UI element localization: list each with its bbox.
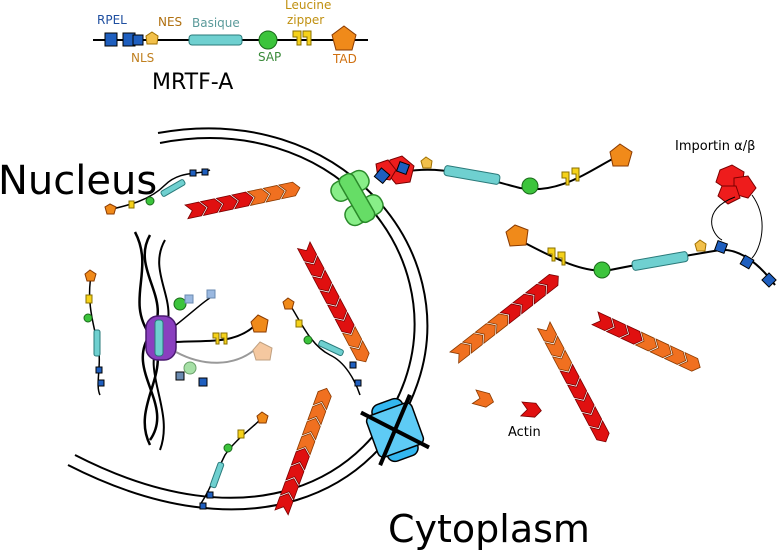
rpel-icon — [713, 239, 729, 255]
legend-basic-label: Basique — [192, 16, 240, 30]
legend-sap-circle — [258, 30, 278, 50]
rpel-icon — [761, 272, 777, 288]
sap-icon — [521, 177, 539, 195]
legend-rpel-box-3 — [132, 34, 144, 46]
mrtf-nuclear-3 — [282, 297, 362, 396]
legend-title: MRTF-A — [152, 70, 233, 95]
legend-basic-bar — [188, 34, 243, 46]
legend-nes-label: NES — [158, 15, 182, 29]
actin-label: Actin — [508, 425, 541, 440]
basic-domain-icon — [631, 251, 689, 271]
mrtf-importin-complex-at-pore — [373, 143, 633, 195]
mrtf-a-legend: RPEL NLS NES Basique SAP Leucine zipper … — [93, 0, 368, 95]
actin-filament — [449, 270, 564, 364]
cytoplasm-label: Cytoplasm — [388, 507, 590, 551]
nucleus-label: Nucleus — [0, 158, 157, 204]
legend-nes-pentagon — [145, 31, 159, 45]
legend-rpel-label: RPEL — [97, 13, 127, 27]
mrtf-nuclear-1 — [104, 168, 211, 215]
nuclear-pore-open — [330, 169, 384, 227]
legend-nls-label: NLS — [131, 51, 154, 65]
leucine-zipper-icon — [561, 167, 580, 186]
actin-filament — [184, 180, 302, 220]
legend-tad-pentagon — [331, 25, 357, 51]
rpel-icon — [739, 254, 755, 270]
actin-filament — [591, 311, 704, 375]
legend-leucine-zipper — [292, 30, 312, 46]
tad-icon — [609, 143, 633, 167]
rpel-icon — [373, 167, 391, 185]
nuclear-pore-blocked — [360, 394, 430, 466]
sap-icon — [593, 261, 611, 279]
mrtf-nuclear-4 — [199, 411, 269, 510]
tad-icon — [505, 224, 529, 247]
legend-sap-label: SAP — [258, 50, 281, 64]
actin-filament — [537, 321, 613, 446]
legend-rpel-box-1 — [104, 32, 118, 47]
dna-complex — [133, 231, 273, 451]
nes-icon — [694, 239, 707, 252]
legend-leucine-label-1: Leucine — [285, 0, 331, 12]
basic-domain-icon — [443, 165, 501, 185]
importin-free: Importin α/β — [675, 139, 763, 259]
mrtf-cytoplasm — [505, 224, 777, 288]
actin-filament — [274, 385, 334, 516]
rpel-icon — [395, 160, 411, 176]
importin-label: Importin α/β — [675, 139, 755, 154]
actin-monomer — [520, 401, 543, 419]
nes-icon — [420, 156, 433, 169]
actin-monomer — [471, 389, 496, 410]
legend-tad-label: TAD — [332, 52, 357, 66]
legend-leucine-label-2: zipper — [287, 13, 324, 27]
nuclear-envelope — [67, 127, 429, 511]
leucine-zipper-icon — [547, 247, 566, 266]
mrtf-nuclear-2 — [83, 269, 105, 396]
